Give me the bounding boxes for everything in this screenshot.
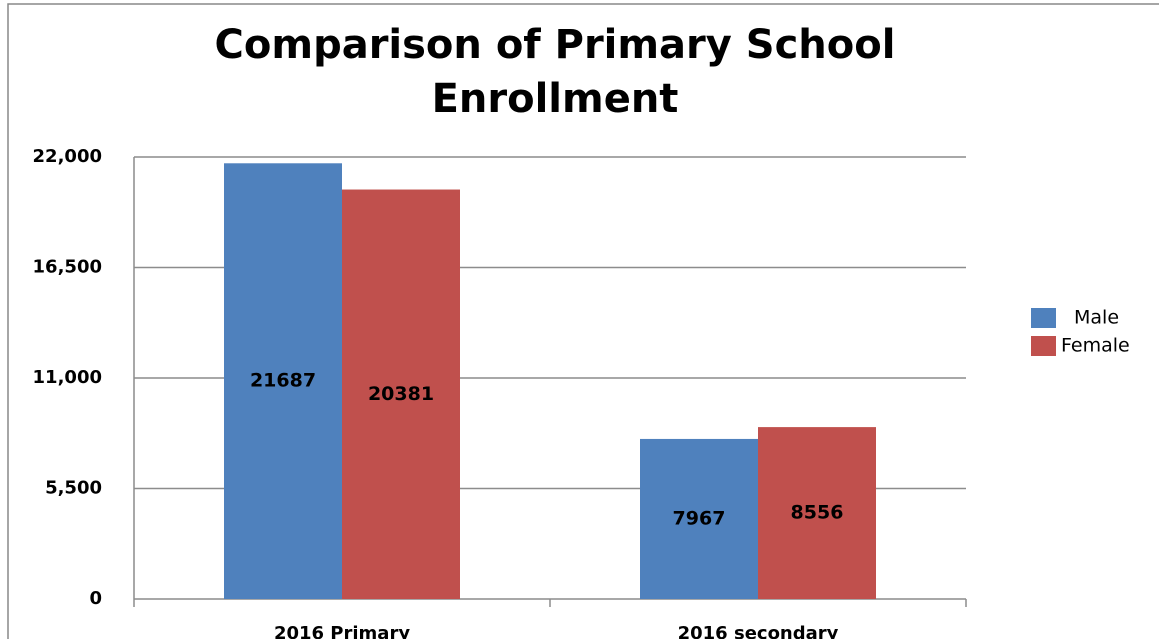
data-label: 8556 xyxy=(791,502,844,524)
y-tick-label: 16,500 xyxy=(33,257,102,278)
bar xyxy=(224,163,342,599)
bar xyxy=(758,427,876,599)
data-label: 7967 xyxy=(673,507,726,529)
legend-label: Male xyxy=(1074,307,1119,329)
y-tick-label: 5,500 xyxy=(45,478,102,499)
legend-swatch xyxy=(1031,336,1056,356)
data-label: 20381 xyxy=(368,383,434,405)
bar xyxy=(342,189,460,600)
frame xyxy=(7,3,1159,639)
x-tick-label: 2016 Primary xyxy=(274,623,410,639)
legend-swatch xyxy=(1031,308,1056,328)
y-tick-label: 11,000 xyxy=(33,367,102,388)
data-label: 21687 xyxy=(250,370,316,392)
x-tick-label: 2016 secondary xyxy=(678,623,839,639)
chart-title: Comparison of Primary School Enrollment xyxy=(214,22,896,122)
y-tick-label: 22,000 xyxy=(33,146,102,167)
bar xyxy=(640,438,758,599)
legend-label: Female xyxy=(1061,335,1130,357)
y-tick-label: 0 xyxy=(89,588,102,609)
